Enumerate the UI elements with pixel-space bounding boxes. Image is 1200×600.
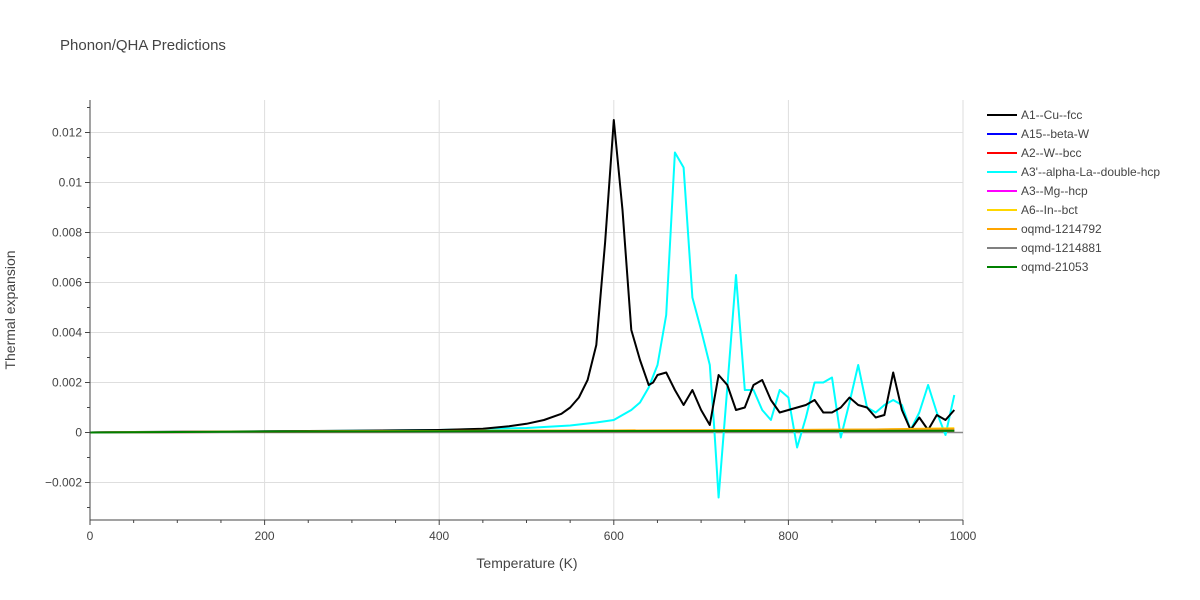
y-tick-label: −0.002 bbox=[45, 476, 82, 490]
y-axis-title: Thermal expansion bbox=[2, 250, 18, 369]
y-tick-label: 0.002 bbox=[52, 376, 82, 390]
x-tick-label: 600 bbox=[604, 529, 624, 543]
y-tick-label: 0.006 bbox=[52, 276, 82, 290]
x-tick-label: 800 bbox=[778, 529, 798, 543]
y-tick-label: 0 bbox=[75, 426, 82, 440]
plot-area bbox=[89, 119, 956, 499]
legend-label: A15--beta-W bbox=[1021, 127, 1090, 141]
x-tick-label: 0 bbox=[87, 529, 94, 543]
legend-label: A1--Cu--fcc bbox=[1021, 108, 1082, 122]
chart-title: Phonon/QHA Predictions bbox=[60, 37, 226, 54]
legend: A1--Cu--fcc A15--beta-W A2--W--bcc A3'--alp… bbox=[987, 108, 1160, 274]
y-tick-label: 0.008 bbox=[52, 226, 82, 240]
legend-label: oqmd-1214881 bbox=[1021, 241, 1102, 255]
legend-label: oqmd-21053 bbox=[1021, 260, 1089, 274]
legend-label: oqmd-1214792 bbox=[1021, 222, 1102, 236]
series-line-a1-cu-fcc bbox=[89, 119, 956, 434]
legend-label: A3--Mg--hcp bbox=[1021, 184, 1088, 198]
grid bbox=[90, 100, 964, 520]
x-axis-title: Temperature (K) bbox=[476, 555, 577, 571]
legend-label: A6--In--bct bbox=[1021, 203, 1078, 217]
y-axis-ticks: −0.002 0 0.002 0.004 0.006 0.008 0.01 0.012 bbox=[45, 107, 90, 508]
legend-label: A3'--alpha-La--double-hcp bbox=[1021, 165, 1160, 179]
y-tick-label: 0.004 bbox=[52, 326, 82, 340]
y-tick-label: 0.012 bbox=[52, 126, 82, 140]
legend-label: A2--W--bcc bbox=[1021, 146, 1081, 160]
x-axis-ticks: 0 200 400 600 800 1000 bbox=[87, 520, 977, 543]
y-tick-label: 0.01 bbox=[59, 176, 83, 190]
series-line-oqmd-21053 bbox=[89, 429, 955, 434]
x-tick-label: 400 bbox=[429, 529, 449, 543]
axes bbox=[89, 100, 963, 521]
x-tick-label: 1000 bbox=[950, 529, 977, 543]
x-tick-label: 200 bbox=[255, 529, 275, 543]
series-line-a3-alpha-la-double-hcp bbox=[89, 151, 956, 499]
